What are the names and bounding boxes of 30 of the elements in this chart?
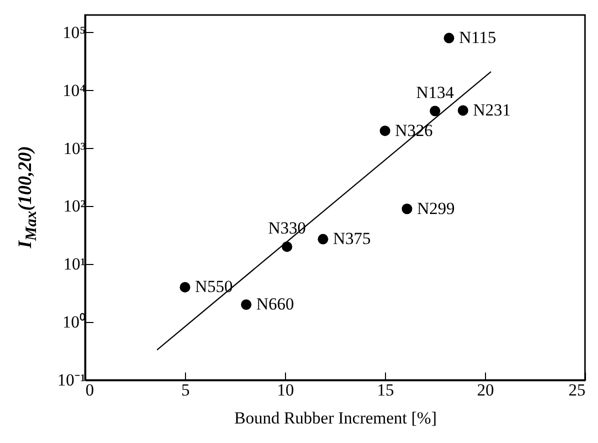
annotation: N134 [416, 83, 454, 102]
point [380, 126, 390, 136]
y-tick-label: 10³ [63, 138, 86, 158]
y-tick-label: 10⁰ [62, 312, 86, 332]
x-tick-label: 10 [277, 380, 294, 400]
point [444, 32, 454, 44]
point [458, 105, 468, 116]
y-tick-label: 10² [63, 196, 86, 216]
y-tick-label: 10⁵ [62, 22, 86, 42]
x-axis-title: Bound Rubber Increment [%] [234, 408, 437, 428]
point [180, 282, 190, 292]
annotation: N550 [195, 277, 233, 296]
annotation: N660 [256, 294, 294, 314]
annotation: N115 [459, 28, 496, 48]
annotation: N299 [417, 198, 455, 218]
annotation: N231 [473, 100, 511, 120]
point [240, 299, 252, 310]
y-tick-label: 10¹ [63, 254, 86, 274]
x-tick-label: 0 [86, 380, 94, 400]
x-tick-label: 25 [568, 380, 586, 400]
point [318, 234, 328, 244]
point [402, 204, 412, 214]
annotation: N330 [268, 218, 306, 238]
x-tick-label: 20 [477, 380, 494, 400]
point [430, 106, 440, 116]
annotation: N375 [333, 229, 371, 248]
y-tick-label: 10⁻¹ [57, 370, 86, 390]
x-tick-label: 5 [181, 380, 190, 400]
x-tick-label: 15 [377, 380, 394, 400]
y-tick-label: 10⁴ [62, 80, 86, 100]
